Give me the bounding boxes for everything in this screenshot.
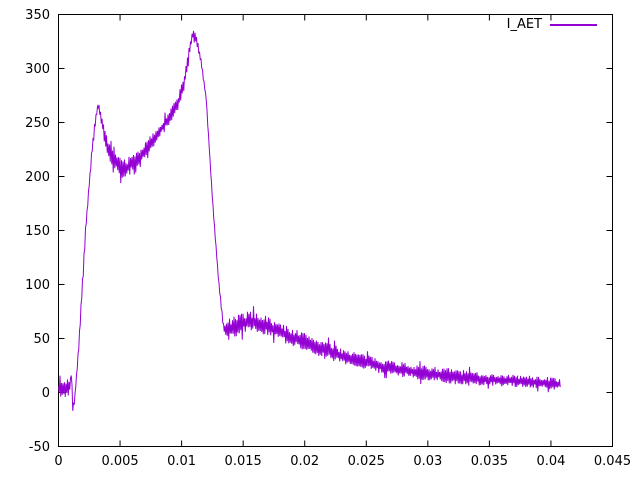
x-tick-label: 0.025	[348, 454, 385, 469]
y-tick-label: 300	[25, 62, 50, 77]
y-tick-label: 50	[33, 332, 50, 347]
y-tick-label: 0	[42, 386, 50, 401]
x-tick-label: 0.04	[536, 454, 565, 469]
series-line	[58, 30, 561, 411]
y-tick-label: 250	[25, 116, 50, 131]
x-tick-label: 0.005	[101, 454, 138, 469]
legend-label: I_AET	[506, 17, 542, 32]
x-tick-label: 0.01	[167, 454, 196, 469]
y-tick-label: 350	[25, 8, 50, 23]
y-tick-label: 150	[25, 224, 50, 239]
legend-line-sample	[550, 24, 597, 26]
y-tick-label: -50	[29, 440, 50, 455]
x-tick-label: 0	[54, 454, 62, 469]
y-tick-label: 100	[25, 278, 50, 293]
x-tick-label: 0.045	[594, 454, 631, 469]
x-tick-label: 0.03	[413, 454, 442, 469]
y-tick-label: 200	[25, 170, 50, 185]
legend: I_AET	[507, 17, 597, 33]
x-tick-label: 0.035	[471, 454, 508, 469]
x-tick-label: 0.02	[290, 454, 319, 469]
x-tick-label: 0.015	[225, 454, 262, 469]
